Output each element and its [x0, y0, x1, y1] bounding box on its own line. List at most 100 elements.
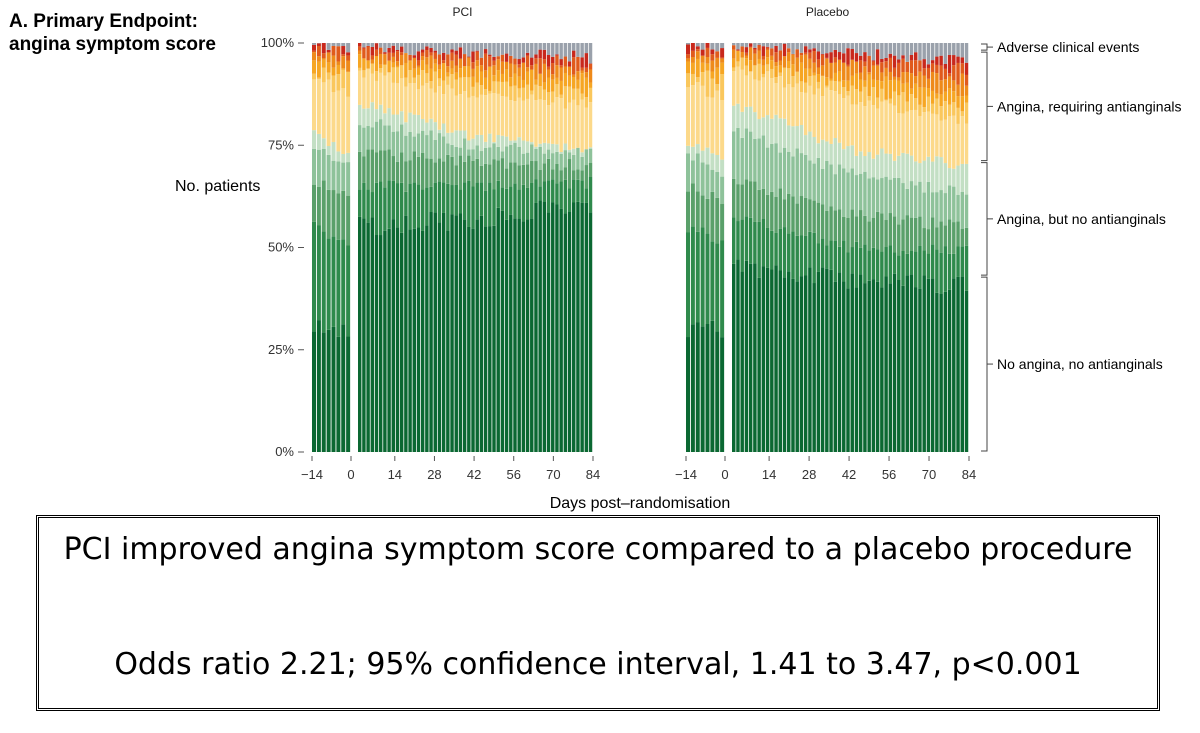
bar-pci-post-10 — [458, 47, 463, 59]
bar-pci-post-3 — [441, 136, 446, 162]
bar-placebo-post-1 — [829, 240, 833, 270]
bar-pci-post-8 — [555, 65, 559, 78]
bar-pci-post-7 — [391, 62, 396, 68]
bar-pci-post-4 — [521, 140, 526, 154]
bar-pci-post-9 — [542, 59, 547, 64]
bar-pci-post-7 — [387, 60, 391, 73]
bar-pci-post-7 — [412, 68, 416, 78]
bar-placebo-post-10 — [850, 49, 854, 60]
bar-pci-post-3 — [450, 144, 454, 157]
bar-placebo-post-3 — [939, 190, 943, 222]
bar-pci-post-7 — [479, 71, 484, 86]
bar-placebo-post-7 — [812, 72, 816, 76]
bar-placebo-post-4 — [787, 125, 791, 152]
bar-placebo-post-0 — [909, 274, 914, 452]
bar-placebo-post-2 — [939, 221, 943, 253]
bar-placebo-post-9 — [926, 67, 931, 79]
bar-pci-post-1 — [483, 190, 488, 227]
bar-pci-post-8 — [404, 53, 408, 63]
bar-pci-post-10 — [567, 61, 572, 67]
bar-pci-post-5 — [588, 102, 593, 148]
bar-placebo-post-8 — [926, 78, 931, 89]
bar-placebo-post-1 — [922, 250, 926, 276]
bar-pci-post-2 — [513, 162, 517, 184]
bar-pci-post-7 — [567, 75, 572, 87]
bar-pci-pre-7 — [331, 67, 336, 76]
bar-placebo-post-10 — [774, 45, 778, 53]
bar-placebo-post-3 — [778, 152, 783, 189]
bar-pci-post-6 — [517, 88, 521, 98]
bar-pci-post-4 — [358, 104, 362, 126]
bar-placebo-post-5 — [913, 109, 918, 162]
bar-pci-post-5 — [525, 98, 530, 142]
bar-pci-post-8 — [446, 66, 450, 73]
bar-pci-post-11 — [391, 43, 396, 46]
bar-pci-post-4 — [546, 143, 551, 150]
bar-pci-post-6 — [559, 94, 563, 99]
bar-placebo-post-2 — [842, 216, 846, 241]
bar-pci-post-8 — [509, 63, 513, 78]
bar-pci-pre-6 — [326, 72, 331, 80]
bar-pci-pre-10 — [341, 46, 346, 55]
bar-pci-post-5 — [458, 94, 463, 131]
bar-placebo-pre-0 — [710, 320, 715, 452]
bar-pci-post-2 — [441, 161, 446, 183]
bar-pci-post-7 — [467, 66, 471, 78]
bar-pci-post-4 — [538, 143, 542, 147]
bar-pci-pre-7 — [321, 59, 326, 68]
bar-placebo-post-5 — [761, 77, 766, 118]
bar-pci-post-2 — [492, 159, 496, 190]
bar-placebo-post-8 — [825, 58, 829, 78]
bar-placebo-post-5 — [867, 100, 871, 153]
bar-placebo-post-6 — [825, 85, 829, 88]
bar-placebo-post-11 — [905, 43, 909, 62]
bar-pci-post-8 — [546, 69, 551, 78]
bar-pci-post-9 — [416, 60, 421, 66]
bar-pci-post-4 — [475, 134, 479, 146]
bar-placebo-post-11 — [808, 43, 812, 50]
bar-placebo-post-11 — [820, 43, 825, 54]
bar-placebo-post-8 — [892, 76, 897, 80]
bar-pci-post-10 — [467, 56, 471, 58]
bar-pci-post-11 — [378, 43, 383, 48]
bar-pci-post-6 — [362, 70, 366, 78]
bar-placebo-post-10 — [939, 55, 943, 66]
bar-pci-post-3 — [467, 149, 471, 156]
bar-placebo-post-8 — [905, 72, 909, 83]
bar-placebo-post-11 — [901, 43, 905, 56]
bar-pci-post-1 — [408, 184, 412, 230]
bar-placebo-post-9 — [964, 74, 969, 86]
bar-placebo-post-8 — [732, 49, 736, 59]
bar-pci-post-10 — [530, 57, 534, 66]
bar-placebo-post-4 — [943, 163, 948, 194]
bar-pci-post-8 — [475, 60, 479, 67]
bar-placebo-pre-2 — [700, 195, 705, 228]
bar-placebo-post-8 — [875, 65, 880, 81]
bar-placebo-post-6 — [791, 76, 795, 88]
bar-placebo-post-4 — [778, 118, 783, 153]
bar-placebo-post-8 — [753, 53, 757, 66]
bar-pci-post-0 — [441, 212, 446, 452]
bar-pci-post-5 — [542, 100, 547, 143]
bar-pci-post-6 — [425, 73, 429, 84]
bar-placebo-post-0 — [888, 283, 893, 452]
bar-pci-post-7 — [358, 54, 362, 68]
bar-placebo-post-5 — [770, 78, 774, 119]
bar-pci-post-5 — [416, 89, 421, 115]
bar-pci-post-2 — [534, 161, 538, 180]
bar-pci-post-8 — [521, 62, 526, 80]
bar-pci-pre-1 — [312, 221, 316, 332]
bar-pci-post-10 — [555, 54, 559, 56]
bar-pci-post-7 — [425, 64, 429, 74]
bar-placebo-post-2 — [803, 197, 808, 236]
bar-pci-post-5 — [425, 83, 429, 123]
bar-placebo-post-7 — [842, 80, 846, 88]
bar-pci-post-11 — [572, 43, 576, 51]
bar-pci-post-4 — [567, 149, 572, 153]
bar-pci-post-4 — [416, 114, 421, 134]
bar-pci-post-0 — [462, 219, 467, 452]
bar-pci-post-6 — [584, 97, 589, 108]
bar-pci-post-8 — [391, 56, 396, 63]
bar-pci-post-8 — [584, 72, 589, 78]
bar-placebo-post-6 — [854, 89, 859, 105]
